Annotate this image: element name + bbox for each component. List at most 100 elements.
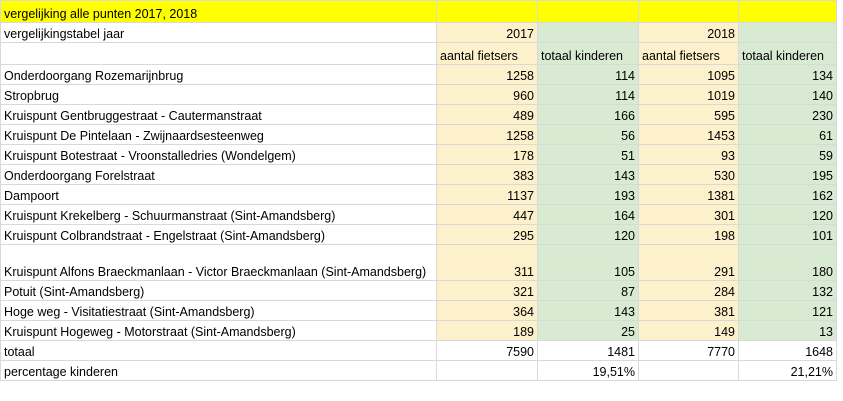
table-row: Kruispunt Gentbruggestraat - Cautermanst… xyxy=(0,104,837,125)
cyclists-2017-cell[interactable]: 1258 xyxy=(436,124,538,145)
children-2017-cell[interactable]: 193 xyxy=(537,184,639,205)
children-2017-cell[interactable]: 114 xyxy=(537,84,639,105)
title-row: vergelijking alle punten 2017, 2018 xyxy=(0,0,837,23)
location-name-cell[interactable]: Dampoort xyxy=(0,184,437,205)
total-children-2017[interactable]: 1481 xyxy=(537,340,639,361)
children-2018-cell[interactable]: 230 xyxy=(738,104,837,125)
location-name-cell[interactable]: Kruispunt De Pintelaan - Zwijnaardsestee… xyxy=(0,124,437,145)
children-2018-cell[interactable]: 195 xyxy=(738,164,837,185)
cyclists-2018-cell[interactable]: 291 xyxy=(638,244,739,281)
total-label-cell[interactable]: totaal xyxy=(0,340,437,361)
year-2017-cell[interactable]: 2017 xyxy=(436,22,538,43)
cyclists-2018-cell[interactable]: 301 xyxy=(638,204,739,225)
cyclists-2017-cell[interactable]: 295 xyxy=(436,224,538,245)
cyclists-2018-cell[interactable]: 1381 xyxy=(638,184,739,205)
children-2018-cell[interactable]: 59 xyxy=(738,144,837,165)
year-row: vergelijkingstabel jaar 2017 2018 xyxy=(0,22,837,43)
children-2017-cell[interactable]: 56 xyxy=(537,124,639,145)
cyclists-2018-cell[interactable]: 595 xyxy=(638,104,739,125)
children-2017-cell[interactable]: 87 xyxy=(537,280,639,301)
location-name-cell[interactable]: Kruispunt Hogeweg - Motorstraat (Sint-Am… xyxy=(0,320,437,341)
cyclists-2018-cell[interactable]: 284 xyxy=(638,280,739,301)
children-2017-cell[interactable]: 143 xyxy=(537,300,639,321)
header-children-2017[interactable]: totaal kinderen xyxy=(537,42,639,65)
empty-cell[interactable] xyxy=(537,22,639,43)
children-2018-cell[interactable]: 132 xyxy=(738,280,837,301)
children-2017-cell[interactable]: 51 xyxy=(537,144,639,165)
table-row: Kruispunt Krekelberg - Schuurmanstraat (… xyxy=(0,204,837,225)
table-row: Potuit (Sint-Amandsberg) 321 87 284 132 xyxy=(0,280,837,301)
cyclists-2018-cell[interactable]: 1019 xyxy=(638,84,739,105)
percentage-label-cell[interactable]: percentage kinderen xyxy=(0,360,437,381)
children-2018-cell[interactable]: 134 xyxy=(738,64,837,85)
cyclists-2017-cell[interactable]: 364 xyxy=(436,300,538,321)
location-name-cell[interactable]: Potuit (Sint-Amandsberg) xyxy=(0,280,437,301)
empty-cell[interactable] xyxy=(738,22,837,43)
cyclists-2017-cell[interactable]: 447 xyxy=(436,204,538,225)
children-2018-cell[interactable]: 180 xyxy=(738,244,837,281)
header-children-2018[interactable]: totaal kinderen xyxy=(738,42,837,65)
location-name-cell[interactable]: Hoge weg - Visitatiestraat (Sint-Amandsb… xyxy=(0,300,437,321)
empty-cell[interactable] xyxy=(638,360,739,381)
percentage-row: percentage kinderen 19,51% 21,21% xyxy=(0,360,837,381)
location-name-cell[interactable]: Kruispunt Botestraat - Vroonstalledries … xyxy=(0,144,437,165)
cyclists-2017-cell[interactable]: 178 xyxy=(436,144,538,165)
location-name-cell[interactable]: Onderdoorgang Rozemarijnbrug xyxy=(0,64,437,85)
empty-cell[interactable] xyxy=(0,42,437,65)
total-children-2018[interactable]: 1648 xyxy=(738,340,837,361)
header-cyclists-2017[interactable]: aantal fietsers xyxy=(436,42,538,65)
empty-cell[interactable] xyxy=(436,360,538,381)
cyclists-2018-cell[interactable]: 1453 xyxy=(638,124,739,145)
total-cyclists-2018[interactable]: 7770 xyxy=(638,340,739,361)
empty-cell[interactable] xyxy=(738,0,837,23)
cyclists-2018-cell[interactable]: 149 xyxy=(638,320,739,341)
cyclists-2017-cell[interactable]: 489 xyxy=(436,104,538,125)
children-2018-cell[interactable]: 13 xyxy=(738,320,837,341)
title-cell[interactable]: vergelijking alle punten 2017, 2018 xyxy=(0,0,437,23)
empty-cell[interactable] xyxy=(537,0,639,23)
location-name-cell[interactable]: Kruispunt Krekelberg - Schuurmanstraat (… xyxy=(0,204,437,225)
table-row: Kruispunt Alfons Braeckmanlaan - Victor … xyxy=(0,244,837,281)
spreadsheet-table: vergelijking alle punten 2017, 2018 verg… xyxy=(0,0,837,381)
location-name-cell[interactable]: Stropbrug xyxy=(0,84,437,105)
cyclists-2018-cell[interactable]: 1095 xyxy=(638,64,739,85)
cyclists-2017-cell[interactable]: 321 xyxy=(436,280,538,301)
children-2018-cell[interactable]: 121 xyxy=(738,300,837,321)
cyclists-2018-cell[interactable]: 93 xyxy=(638,144,739,165)
empty-cell[interactable] xyxy=(436,0,538,23)
cyclists-2017-cell[interactable]: 383 xyxy=(436,164,538,185)
cyclists-2017-cell[interactable]: 189 xyxy=(436,320,538,341)
cyclists-2018-cell[interactable]: 198 xyxy=(638,224,739,245)
children-2018-cell[interactable]: 140 xyxy=(738,84,837,105)
cyclists-2018-cell[interactable]: 381 xyxy=(638,300,739,321)
children-2018-cell[interactable]: 61 xyxy=(738,124,837,145)
location-name-cell[interactable]: Kruispunt Gentbruggestraat - Cautermanst… xyxy=(0,104,437,125)
table-row: Onderdoorgang Rozemarijnbrug 1258 114 1095 1… xyxy=(0,64,837,85)
cyclists-2017-cell[interactable]: 1258 xyxy=(436,64,538,85)
location-name-cell[interactable]: Kruispunt Colbrandstraat - Engelstraat (… xyxy=(0,224,437,245)
children-2017-cell[interactable]: 143 xyxy=(537,164,639,185)
location-name-cell[interactable]: Onderdoorgang Forelstraat xyxy=(0,164,437,185)
header-label-cell[interactable]: vergelijkingstabel jaar xyxy=(0,22,437,43)
cyclists-2017-cell[interactable]: 311 xyxy=(436,244,538,281)
cyclists-2018-cell[interactable]: 530 xyxy=(638,164,739,185)
header-cyclists-2018[interactable]: aantal fietsers xyxy=(638,42,739,65)
percentage-2017-cell[interactable]: 19,51% xyxy=(537,360,639,381)
children-2017-cell[interactable]: 105 xyxy=(537,244,639,281)
children-2017-cell[interactable]: 25 xyxy=(537,320,639,341)
cyclists-2017-cell[interactable]: 960 xyxy=(436,84,538,105)
cyclists-2017-cell[interactable]: 1137 xyxy=(436,184,538,205)
percentage-2018-cell[interactable]: 21,21% xyxy=(738,360,837,381)
empty-cell[interactable] xyxy=(638,0,739,23)
location-name-cell[interactable]: Kruispunt Alfons Braeckmanlaan - Victor … xyxy=(0,244,437,281)
children-2018-cell[interactable]: 101 xyxy=(738,224,837,245)
total-cyclists-2017[interactable]: 7590 xyxy=(436,340,538,361)
year-2018-cell[interactable]: 2018 xyxy=(638,22,739,43)
children-2017-cell[interactable]: 114 xyxy=(537,64,639,85)
children-2017-cell[interactable]: 166 xyxy=(537,104,639,125)
children-2017-cell[interactable]: 120 xyxy=(537,224,639,245)
children-2018-cell[interactable]: 162 xyxy=(738,184,837,205)
children-2017-cell[interactable]: 164 xyxy=(537,204,639,225)
table-row: Kruispunt Hogeweg - Motorstraat (Sint-Am… xyxy=(0,320,837,341)
children-2018-cell[interactable]: 120 xyxy=(738,204,837,225)
